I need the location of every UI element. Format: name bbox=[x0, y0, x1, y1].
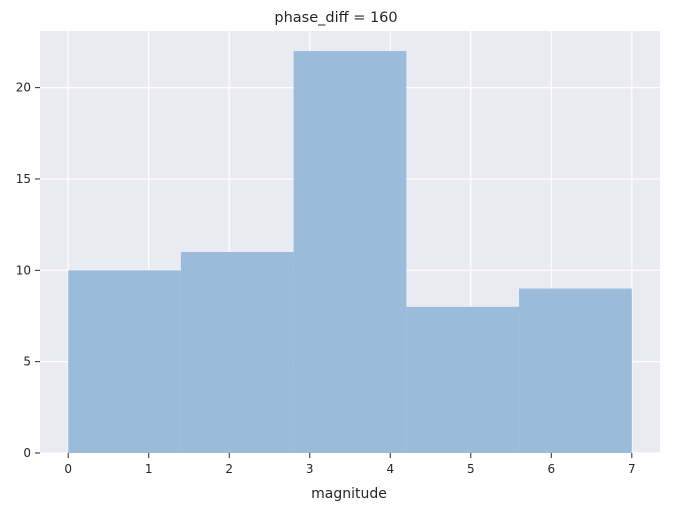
x-axis-label: magnitude bbox=[311, 486, 387, 502]
y-tick-label: 20 bbox=[16, 81, 31, 95]
x-tick-label: 4 bbox=[386, 462, 394, 476]
y-tick-label: 0 bbox=[23, 446, 31, 460]
histogram-bar-5 bbox=[519, 288, 632, 453]
x-axis-ticks: 0 1 2 3 4 5 6 7 bbox=[64, 453, 636, 476]
x-tick-label: 3 bbox=[306, 462, 314, 476]
y-tick-label: 15 bbox=[16, 172, 31, 186]
x-tick-label: 5 bbox=[467, 462, 475, 476]
histogram-bars bbox=[68, 51, 632, 453]
y-tick-label: 10 bbox=[16, 263, 31, 277]
histogram-bar-1 bbox=[68, 270, 181, 453]
histogram-bar-4 bbox=[406, 306, 520, 453]
x-tick-label: 0 bbox=[64, 462, 72, 476]
y-tick-label: 5 bbox=[23, 355, 31, 369]
chart-title: phase_diff = 160 bbox=[274, 10, 397, 26]
x-tick-label: 2 bbox=[225, 462, 233, 476]
x-tick-label: 6 bbox=[547, 462, 555, 476]
x-tick-label: 7 bbox=[628, 462, 636, 476]
histogram-bar-2 bbox=[180, 252, 294, 453]
x-tick-label: 1 bbox=[145, 462, 153, 476]
y-axis-ticks: 0 5 10 15 20 bbox=[16, 81, 40, 460]
histogram-bar-3 bbox=[293, 51, 407, 453]
